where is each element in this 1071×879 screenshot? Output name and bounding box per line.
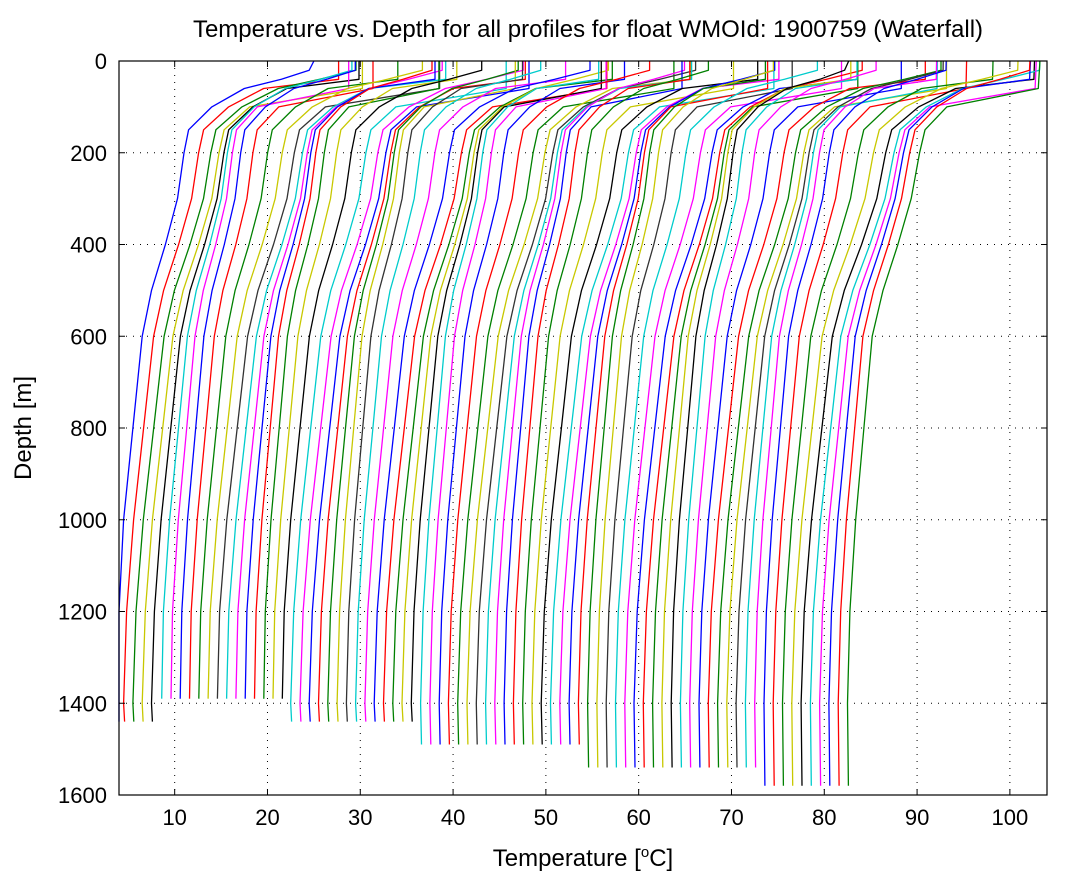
profile-line [818,60,1037,786]
profile-line [763,60,947,786]
x-axis-title-superscript: o [641,844,649,861]
x-axis-title-suffix: C] [649,845,673,872]
profile-line [336,61,516,722]
profile-line [605,61,793,768]
profile-line [179,61,356,699]
profile-line [754,60,938,768]
profiles [118,60,1041,786]
profile-line [447,61,651,745]
x-tick-labels: 10 20 30 40 50 60 70 80 90 100 [162,61,1028,830]
y-tick-labels: 0 200 400 600 800 1000 1200 1400 1600 [58,49,1047,808]
y-tick-label: 1200 [58,600,107,625]
profile-line [568,61,776,745]
profile-line [244,61,436,699]
profile-line [419,61,600,745]
profile-line [373,61,591,722]
profile-line [726,60,948,768]
profile-line [235,61,443,699]
y-tick-label: 1400 [58,691,107,716]
profile-line [586,61,767,768]
profile-line [772,60,968,786]
x-tick-label: 30 [348,805,372,830]
profile-line [392,61,613,722]
x-tick-label: 70 [719,805,743,830]
y-tick-label: 400 [70,233,107,258]
y-tick-label: 200 [70,141,107,166]
profile-line [354,61,542,722]
y-tick-label: 600 [70,324,107,349]
profile-line [382,61,608,722]
profile-line [707,61,926,768]
x-tick-label: 90 [905,805,929,830]
grid [119,61,1047,795]
profile-line [207,61,424,699]
profile-line [253,61,433,699]
x-tick-label: 20 [255,805,279,830]
profile-line [401,61,610,722]
profile-line [549,61,775,745]
profile-line [642,61,863,768]
profile-line [614,61,819,768]
profile-line [781,60,994,786]
profile-line [522,61,710,745]
y-tick-label: 800 [70,416,107,441]
profile-line [735,60,944,768]
y-tick-label: 1000 [58,508,107,533]
profile-line [689,61,877,768]
profile-line [596,61,775,768]
profile-line [118,60,315,722]
profile-line [846,60,1041,786]
profile-line [559,61,780,745]
chart-title: Temperature vs. Depth for all profiles f… [193,16,983,43]
profile-line [624,61,843,768]
profile-line [299,61,524,722]
profile-line [150,61,360,722]
x-tick-label: 80 [812,805,836,830]
profile-line [161,61,353,699]
profile-line [170,61,350,699]
profile-line [216,61,441,699]
profile-line [716,61,942,768]
x-tick-label: 10 [162,805,186,830]
profile-line [828,60,1032,786]
profile-line [290,61,507,722]
profile-line [457,61,675,745]
x-tick-label: 50 [534,805,558,830]
profile-line [837,60,1031,786]
profile-line [494,61,686,745]
profile-line [800,60,1036,786]
profile-line [661,61,852,768]
profile-line [438,61,626,745]
profile-line [475,61,697,745]
profile-line [791,60,1019,786]
profile-line [327,61,519,722]
y-tick-label: 0 [95,49,107,74]
profile-line [410,61,602,722]
profile-line [364,61,567,722]
y-axis-title: Depth [m] [10,376,37,480]
plot-frame [118,60,1048,796]
y-tick-label: 1600 [58,783,107,808]
x-tick-label: 60 [626,805,650,830]
x-axis-title-prefix: Temperature [ [493,845,641,872]
profile-line [670,60,850,768]
profile-line [132,61,357,722]
x-tick-label: 40 [441,805,465,830]
x-tick-label: 100 [992,805,1029,830]
profile-line [651,61,859,768]
profile-line [429,61,607,745]
profile-line [809,60,1041,786]
profile-line [281,61,483,699]
x-axis-title: Temperature [oC] [493,844,673,872]
profile-line [225,61,447,699]
profile-line [503,61,683,745]
profile-line [744,60,938,768]
